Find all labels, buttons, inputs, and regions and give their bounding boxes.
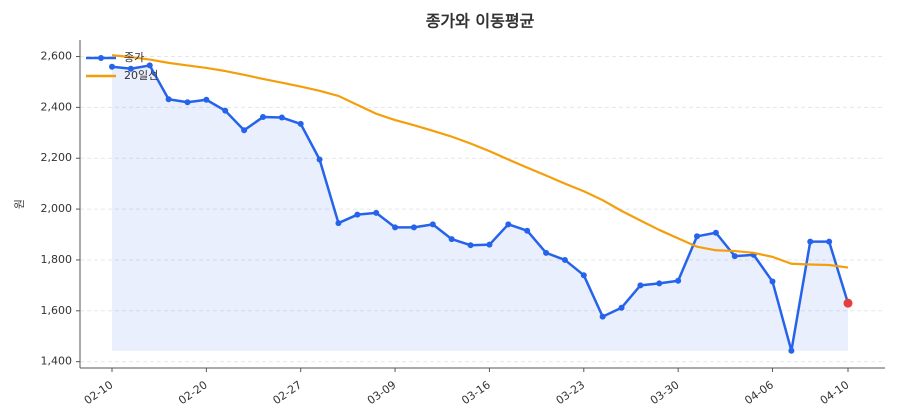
- marker: [769, 278, 776, 285]
- marker: [467, 242, 474, 249]
- marker: [712, 229, 719, 236]
- marker: [826, 238, 833, 245]
- marker: [109, 63, 115, 70]
- marker: [429, 221, 436, 228]
- marker: [486, 241, 493, 248]
- marker: [656, 280, 663, 287]
- marker: [184, 99, 191, 106]
- marker: [505, 221, 512, 228]
- x-tick-label: 02-27: [271, 378, 305, 407]
- marker: [561, 256, 568, 263]
- marker: [731, 253, 738, 260]
- x-tick-label: 03-09: [365, 378, 399, 407]
- marker: [599, 313, 606, 320]
- y-tick-label: 2,000: [41, 202, 73, 215]
- x-tick-label: 04-06: [742, 378, 776, 407]
- marker: [165, 96, 172, 103]
- marker: [335, 220, 342, 227]
- marker: [694, 233, 701, 240]
- marker: [354, 211, 361, 218]
- marker: [392, 224, 399, 231]
- chart-title: 종가와 이동평균: [426, 12, 535, 31]
- marker: [843, 298, 853, 308]
- x-tick-label: 03-16: [459, 378, 493, 407]
- line: [111, 64, 850, 352]
- marker: [278, 114, 285, 121]
- legend-label: 20일선: [124, 68, 158, 82]
- marker: [807, 238, 814, 245]
- x-tick-label: 03-30: [648, 378, 682, 407]
- y-tick-label: 2,400: [41, 100, 73, 113]
- marker: [637, 282, 644, 289]
- x-tick-label: 03-23: [554, 378, 588, 407]
- y-tick-label: 2,600: [41, 50, 73, 63]
- marker: [524, 227, 531, 234]
- marker: [316, 156, 323, 163]
- marker: [203, 96, 210, 103]
- marker: [580, 272, 587, 279]
- y-tick-label: 1,400: [41, 355, 73, 368]
- y-tick-label: 2,200: [41, 151, 73, 164]
- marker: [259, 114, 266, 121]
- marker: [127, 65, 134, 72]
- y-axis-label: 원: [13, 199, 26, 209]
- marker: [410, 224, 417, 231]
- legend-label: 종가: [124, 51, 144, 64]
- line: [111, 54, 849, 269]
- marker: [222, 107, 229, 114]
- marker: [297, 120, 304, 127]
- marker: [146, 62, 153, 69]
- marker: [241, 127, 248, 134]
- marker: [543, 249, 550, 256]
- y-tick-label: 1,800: [41, 253, 73, 266]
- marker: [675, 277, 682, 284]
- area: [112, 65, 848, 351]
- legend-marker: [98, 55, 104, 61]
- x-tick-label: 04-10: [818, 378, 852, 407]
- marker: [788, 347, 795, 354]
- marker: [618, 304, 625, 311]
- marker: [448, 236, 455, 243]
- x-tick-label: 02-20: [176, 378, 210, 407]
- y-tick-label: 1,600: [41, 304, 73, 317]
- x-tick-label: 02-10: [82, 378, 116, 407]
- marker: [373, 209, 380, 216]
